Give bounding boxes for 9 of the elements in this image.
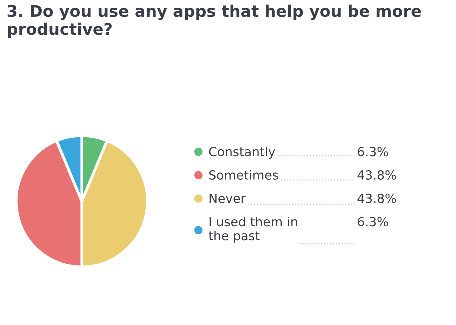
legend-label: Constantly <box>209 146 276 160</box>
data-label: 43.8% <box>358 170 396 180</box>
legend-label: Never <box>210 194 246 204</box>
chart-title: 3. Do you use any apps that help you be more productive? <box>8 4 422 38</box>
data-label: 43.8% <box>358 194 396 204</box>
data-label: 6.3% <box>358 147 388 157</box>
data-label: 6.3% <box>358 217 388 227</box>
legend-label: I used them in the past <box>208 216 298 244</box>
legend-label: Sometimes <box>209 170 278 180</box>
